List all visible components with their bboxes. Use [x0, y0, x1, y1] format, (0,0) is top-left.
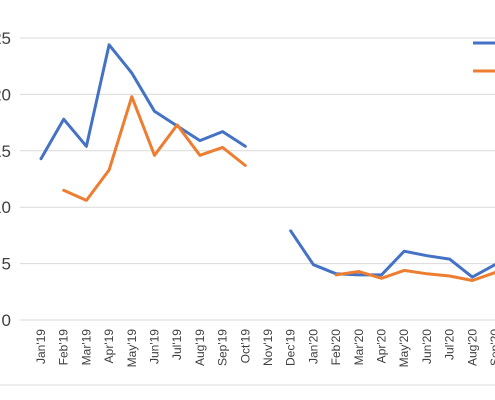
- x-tick-label: Apr'20: [375, 329, 389, 364]
- x-tick-label: Jul'20: [443, 329, 457, 360]
- series-1-line-segment-2: [289, 229, 495, 279]
- y-axis-tick-labels: 25 20 15 10 5 0: [0, 29, 11, 330]
- x-tick-label: Apr'19: [102, 329, 116, 364]
- y-tick-label: 15: [0, 142, 11, 161]
- x-tick-label: Sep'19: [216, 329, 230, 366]
- x-tick-label: Dec'19: [284, 329, 298, 366]
- y-tick-label: 10: [0, 198, 11, 217]
- legend: [473, 41, 495, 73]
- y-tick-label: 20: [0, 85, 11, 104]
- x-tick-label: Jun'20: [420, 329, 434, 364]
- x-tick-label: Aug'20: [465, 329, 479, 366]
- series-1-line-segment-1: [39, 43, 247, 161]
- x-tick-label: Jan'20: [306, 329, 320, 364]
- x-tick-label: May'20: [397, 329, 411, 368]
- x-tick-label: Aug'19: [193, 329, 207, 366]
- x-tick-label: Jan'19: [34, 329, 48, 364]
- x-tick-label: Jul'19: [170, 329, 184, 360]
- series-2-line-segment-1: [62, 95, 247, 202]
- x-tick-label: Jun'19: [148, 329, 162, 364]
- gridlines: [20, 37, 495, 321]
- x-tick-label: Feb'19: [57, 329, 71, 366]
- x-tick-label: May'19: [125, 329, 139, 368]
- x-tick-label: Sep'20: [488, 329, 495, 366]
- series-lines: [39, 43, 495, 282]
- x-tick-label: Oct'19: [238, 329, 252, 364]
- series-2-line-segment-2: [334, 268, 495, 282]
- x-tick-label: Feb'20: [329, 329, 343, 366]
- x-tick-label: Nov'19: [261, 329, 275, 366]
- y-tick-label: 0: [2, 311, 11, 330]
- y-tick-label: 5: [2, 255, 11, 274]
- y-tick-label: 25: [0, 29, 11, 48]
- x-tick-label: Mar'20: [352, 329, 366, 366]
- x-axis-tick-labels: Jan'19 Feb'19 Mar'19 Apr'19 May'19 Jun'19 Jul'…: [34, 329, 495, 368]
- x-tick-label: Mar'19: [79, 329, 93, 366]
